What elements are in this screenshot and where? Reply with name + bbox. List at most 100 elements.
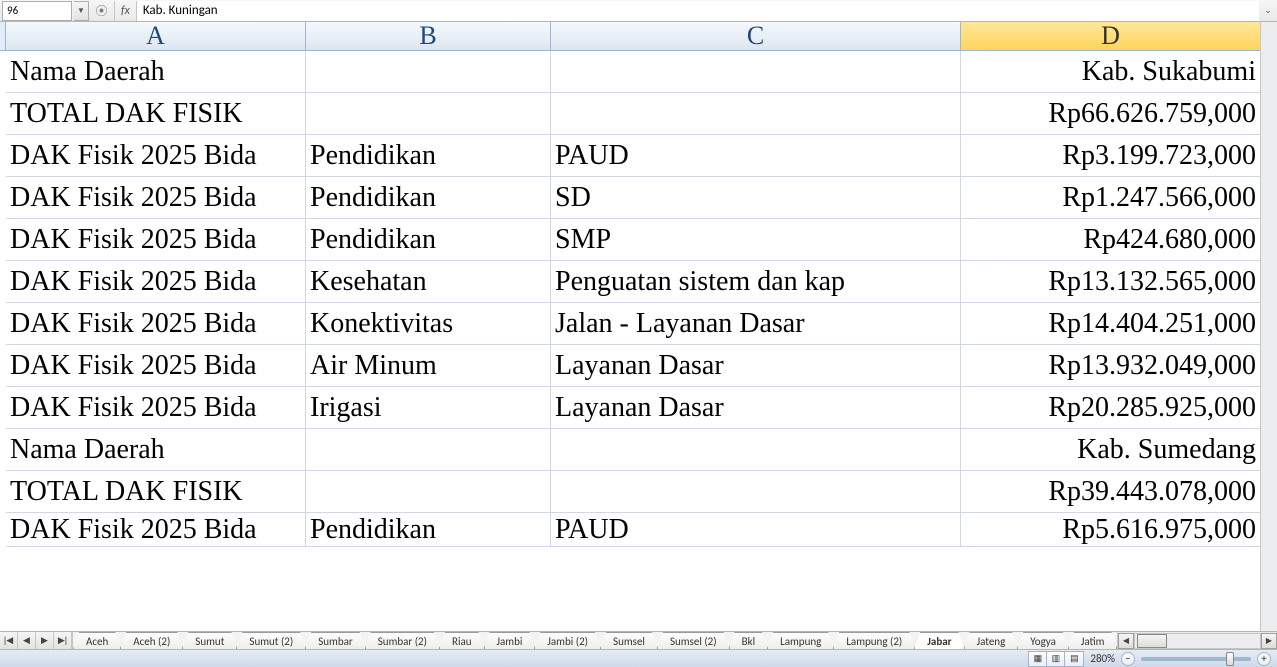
- cell[interactable]: TOTAL DAK FISIK: [6, 93, 306, 135]
- sheet-tab[interactable]: Jabar: [914, 632, 964, 649]
- sheet-tab[interactable]: Sumsel (2): [657, 632, 730, 649]
- column-header-C[interactable]: C: [551, 22, 961, 51]
- sheet-tab[interactable]: Lampung: [767, 632, 834, 649]
- column-header-B[interactable]: B: [306, 22, 551, 51]
- cell[interactable]: Jalan - Layanan Dasar: [551, 303, 961, 345]
- column-header-D[interactable]: D: [961, 22, 1261, 51]
- cell[interactable]: Air Minum: [306, 345, 551, 387]
- cell[interactable]: Pendidikan: [306, 135, 551, 177]
- column-header-A[interactable]: A: [6, 22, 306, 51]
- tab-first-button[interactable]: |◀: [0, 632, 18, 649]
- cell[interactable]: Pendidikan: [306, 219, 551, 261]
- sheet-tab[interactable]: Sumbar (2): [365, 632, 440, 649]
- cell[interactable]: Rp66.626.759,000: [961, 93, 1261, 135]
- vertical-scrollbar[interactable]: [1260, 22, 1277, 631]
- sheet-tab[interactable]: Sumut: [182, 632, 237, 649]
- zoom-in-button[interactable]: +: [1257, 652, 1271, 666]
- cell[interactable]: DAK Fisik 2025 Bida: [6, 387, 306, 429]
- horizontal-scrollbar[interactable]: ◀ ▶: [1117, 632, 1277, 649]
- cell[interactable]: DAK Fisik 2025 Bida: [6, 303, 306, 345]
- cell[interactable]: Rp13.932.049,000: [961, 345, 1261, 387]
- cell[interactable]: DAK Fisik 2025 Bida: [6, 135, 306, 177]
- table-row: Nama Daerah Kab. Sumedang: [6, 429, 1277, 471]
- cell[interactable]: [306, 429, 551, 471]
- hscroll-track[interactable]: [1134, 633, 1261, 649]
- formula-expand-icon[interactable]: ⌄: [1259, 1, 1277, 21]
- cell[interactable]: DAK Fisik 2025 Bida: [6, 261, 306, 303]
- cell[interactable]: DAK Fisik 2025 Bida: [6, 219, 306, 261]
- fx-icon[interactable]: fx: [115, 1, 137, 21]
- view-normal-icon[interactable]: ▦: [1029, 652, 1047, 666]
- cell[interactable]: Penguatan sistem dan kap: [551, 261, 961, 303]
- view-buttons: ▦ ▥ ▤: [1028, 651, 1084, 667]
- cell[interactable]: Layanan Dasar: [551, 345, 961, 387]
- cell[interactable]: Rp1.247.566,000: [961, 177, 1261, 219]
- cell[interactable]: DAK Fisik 2025 Bida: [6, 345, 306, 387]
- cell[interactable]: [306, 51, 551, 93]
- cell[interactable]: Kesehatan: [306, 261, 551, 303]
- formula-input[interactable]: [137, 1, 1259, 21]
- cell[interactable]: Kab. Sumedang: [961, 429, 1261, 471]
- sheet-tab[interactable]: Jatim: [1068, 632, 1117, 649]
- tab-prev-button[interactable]: ◀: [18, 632, 36, 649]
- cell[interactable]: Nama Daerah: [6, 51, 306, 93]
- hscroll-left-icon[interactable]: ◀: [1118, 633, 1134, 649]
- view-pagebreak-icon[interactable]: ▤: [1065, 652, 1083, 666]
- sheet-tab[interactable]: Aceh: [73, 632, 121, 649]
- cell[interactable]: [306, 93, 551, 135]
- cell[interactable]: Kab. Sukabumi: [961, 51, 1261, 93]
- zoom-thumb[interactable]: [1226, 652, 1234, 666]
- cell[interactable]: [551, 429, 961, 471]
- cell[interactable]: DAK Fisik 2025 Bida: [6, 177, 306, 219]
- sheet-tab[interactable]: Lampung (2): [833, 632, 915, 649]
- cell[interactable]: Nama Daerah: [6, 429, 306, 471]
- cell[interactable]: PAUD: [551, 135, 961, 177]
- hscroll-right-icon[interactable]: ▶: [1261, 633, 1277, 649]
- table-row: TOTAL DAK FISIK Rp39.443.078,000: [6, 471, 1277, 513]
- cell[interactable]: Rp20.285.925,000: [961, 387, 1261, 429]
- cell[interactable]: Rp3.199.723,000: [961, 135, 1261, 177]
- cell[interactable]: Rp13.132.565,000: [961, 261, 1261, 303]
- cell[interactable]: Konektivitas: [306, 303, 551, 345]
- cell[interactable]: Layanan Dasar: [551, 387, 961, 429]
- cell[interactable]: Irigasi: [306, 387, 551, 429]
- view-pagelayout-icon[interactable]: ▥: [1047, 652, 1065, 666]
- cell[interactable]: PAUD: [551, 513, 961, 547]
- cell[interactable]: Rp39.443.078,000: [961, 471, 1261, 513]
- cell[interactable]: [551, 51, 961, 93]
- sheet-tab[interactable]: Sumut (2): [236, 632, 306, 649]
- name-box-dropdown[interactable]: ▼: [74, 1, 89, 21]
- name-box[interactable]: 96: [2, 1, 72, 21]
- sheet-tab[interactable]: Sumbar: [305, 632, 366, 649]
- cell[interactable]: DAK Fisik 2025 Bida: [6, 513, 306, 547]
- cell[interactable]: Rp424.680,000: [961, 219, 1261, 261]
- sheet-tab[interactable]: Bkl: [729, 632, 769, 649]
- cell[interactable]: Pendidikan: [306, 513, 551, 547]
- zoom-out-button[interactable]: −: [1121, 652, 1135, 666]
- cell[interactable]: [551, 471, 961, 513]
- sheet-tab[interactable]: Jambi (2): [534, 632, 601, 649]
- table-row: DAK Fisik 2025 BidaPendidikanPAUDRp3.199…: [6, 135, 1277, 177]
- formula-sep: ⦿: [89, 1, 115, 21]
- sheet-tab[interactable]: Jambi: [484, 632, 536, 649]
- tab-next-button[interactable]: ▶: [36, 632, 54, 649]
- sheet-tab[interactable]: Riau: [439, 632, 485, 649]
- cell[interactable]: SD: [551, 177, 961, 219]
- cell[interactable]: [551, 93, 961, 135]
- table-row: DAK Fisik 2025 BidaPendidikanSDRp1.247.5…: [6, 177, 1277, 219]
- cell[interactable]: SMP: [551, 219, 961, 261]
- sheet-tab[interactable]: Sumsel: [600, 632, 658, 649]
- sheet-tab[interactable]: Jateng: [964, 632, 1019, 649]
- cell[interactable]: Rp5.616.975,000: [961, 513, 1261, 547]
- cell[interactable]: Pendidikan: [306, 177, 551, 219]
- sheet-tab[interactable]: Aceh (2): [120, 632, 183, 649]
- cell[interactable]: [306, 471, 551, 513]
- cell[interactable]: TOTAL DAK FISIK: [6, 471, 306, 513]
- cell[interactable]: Rp14.404.251,000: [961, 303, 1261, 345]
- zoom-slider[interactable]: [1141, 657, 1251, 661]
- grid[interactable]: Nama Daerah Kab. Sukabumi TOTAL DAK FISIK R…: [6, 51, 1277, 631]
- sheet-tab[interactable]: Yogya: [1017, 632, 1069, 649]
- hscroll-thumb[interactable]: [1137, 634, 1167, 648]
- tab-last-button[interactable]: ▶|: [54, 632, 72, 649]
- zoom-label[interactable]: 280%: [1090, 652, 1115, 665]
